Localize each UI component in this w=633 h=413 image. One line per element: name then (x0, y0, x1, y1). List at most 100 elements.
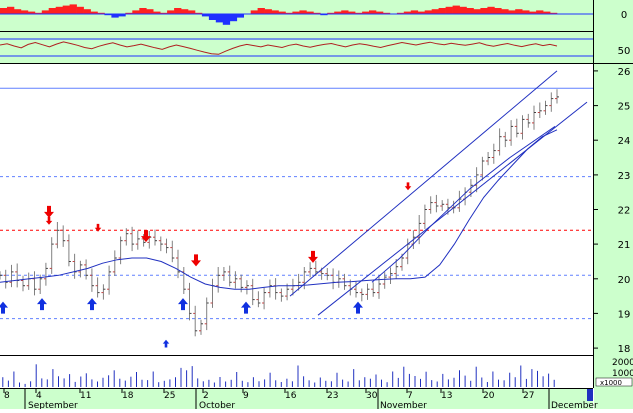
scroll-marker[interactable] (587, 389, 593, 401)
volume-tick-label-2000: 2000 (612, 358, 633, 368)
oscillator-bar (222, 14, 231, 25)
price-bar (256, 291, 261, 308)
oscillator-bar (201, 14, 210, 17)
price-axis: 18 19 20 21 22 23 24 25 26 (594, 67, 630, 355)
oscillator-bar (355, 12, 363, 14)
time-axis: 8 4 11 18 25 2 9 16 23 30 7 13 20 27 September October N… (3, 388, 598, 411)
price-bar (95, 277, 100, 298)
price-bar (491, 143, 496, 164)
price-bar (497, 128, 502, 156)
volume-tick-label-1000: 1000 (612, 369, 633, 379)
time-axis-label: 25 (164, 391, 175, 401)
price-axis-label: 26 (618, 67, 631, 78)
oscillator-bar (494, 8, 502, 14)
oscillator-bar (118, 14, 126, 17)
price-bar (532, 105, 536, 130)
price-bar (526, 113, 531, 128)
price-bar (555, 89, 559, 104)
support-curve (371, 125, 556, 283)
oscillator-bar (69, 4, 77, 15)
price-bar (164, 238, 169, 254)
month-label: October (199, 401, 235, 409)
price-bar (158, 236, 163, 252)
price-bar (43, 262, 48, 286)
signal-arrows (0, 182, 412, 348)
oscillator-bar (195, 12, 203, 14)
price-bar (520, 115, 525, 140)
volume-panel-background (0, 356, 593, 387)
oscillator-bar (473, 9, 481, 14)
price-bar (509, 120, 514, 146)
oscillator-bar (257, 8, 265, 14)
buy-signal-arrow (241, 301, 251, 314)
oscillator-bar (188, 10, 196, 14)
oscillator-tick-label: 0 (621, 10, 627, 21)
price-bar (308, 262, 313, 278)
oscillator-bar (139, 8, 147, 14)
time-axis-label: 11 (80, 391, 91, 401)
oscillator-bar (424, 10, 432, 14)
oscillator-bar (348, 11, 356, 14)
oscillator-bar (167, 10, 175, 14)
price-bar (130, 226, 135, 252)
price-bar (176, 249, 180, 279)
price-bar (112, 250, 117, 276)
oscillator-bar (104, 14, 112, 16)
price-bar (101, 284, 106, 300)
buy-signal-arrow (353, 301, 363, 314)
oscillator-bar (229, 14, 238, 22)
oscillator-bar (320, 14, 328, 16)
oscillator-bar (396, 12, 405, 14)
oscillator-bar (41, 10, 50, 14)
oscillator-bar (327, 12, 335, 14)
price-bar (382, 272, 387, 289)
price-bar (221, 267, 226, 281)
price-bar (250, 278, 255, 306)
price-bar (135, 230, 140, 250)
oscillator-bar (125, 12, 133, 14)
oscillator-bar (431, 9, 439, 14)
price-axis-label: 18 (618, 344, 631, 355)
oscillator-bar (543, 11, 551, 14)
price-bar (514, 118, 519, 138)
price-bar (170, 240, 175, 263)
rsi-line (0, 41, 558, 55)
oscillator-bar (181, 9, 189, 14)
buy-signal-arrow (162, 339, 170, 348)
sell-signal-arrow (308, 250, 318, 263)
oscillator-series (0, 4, 558, 25)
price-bar (422, 204, 427, 229)
price-bar (0, 271, 2, 280)
price-bar (204, 297, 209, 331)
oscillator-bar (480, 8, 488, 14)
price-bar (107, 265, 112, 295)
price-bar (262, 287, 267, 310)
oscillator-bar (278, 11, 286, 14)
time-axis-label: 13 (441, 391, 452, 401)
oscillator-bar (417, 11, 426, 14)
rsi-panel-background (0, 32, 593, 63)
oscillator-bar (466, 8, 474, 14)
time-axis-label: 27 (523, 391, 534, 401)
oscillator-bar (369, 10, 377, 14)
right-axis-background (594, 0, 633, 409)
oscillator-bar (515, 9, 523, 14)
price-bar (313, 260, 318, 276)
oscillator-bar (445, 6, 453, 14)
price-bar (3, 269, 8, 289)
price-bar (187, 282, 192, 321)
price-axis-label: 25 (618, 102, 631, 113)
price-bar (480, 156, 485, 181)
oscillator-bar (382, 12, 391, 14)
price-bar (153, 229, 157, 246)
price-bar (285, 283, 290, 301)
time-axis-label: 2 (203, 391, 209, 401)
price-bar (9, 264, 14, 288)
oscillator-bar (376, 11, 384, 14)
price-bar (21, 275, 25, 292)
price-bar (227, 265, 232, 287)
price-bar (279, 288, 284, 302)
oscillator-bar (250, 10, 258, 14)
moving-average-line (0, 129, 558, 290)
